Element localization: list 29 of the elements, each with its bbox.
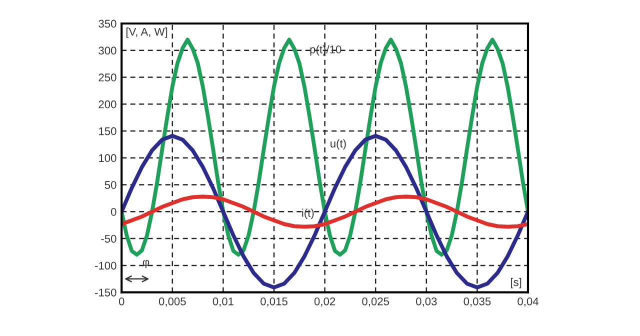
y-tick-label: -150	[94, 288, 116, 296]
y-tick-label: -100	[94, 262, 116, 270]
y-tick-label: 50	[104, 181, 116, 189]
annotation: [s]	[510, 278, 522, 288]
x-tick-label: 0,025	[362, 297, 390, 307]
x-tick-label: 0,02	[314, 297, 336, 307]
x-tick-label: 0,03	[416, 297, 437, 307]
series-label: i(t)	[302, 208, 314, 220]
x-tick-label: 0,01	[212, 297, 234, 307]
y-tick-label: -50	[101, 234, 116, 243]
x-tick-label: 0,04	[518, 297, 538, 307]
series-label: u(t)	[330, 139, 346, 150]
y-tick-label: 300	[98, 46, 116, 55]
line-series	[122, 38, 528, 257]
line-series	[122, 134, 528, 290]
y-tick-label: 250	[98, 74, 116, 82]
y-tick-label: 200	[98, 100, 116, 108]
annotation: [V, A, W]	[126, 28, 168, 38]
series-label: p(t)/10	[310, 45, 342, 56]
y-tick-label: 100	[99, 154, 116, 162]
y-tick-label: 0	[110, 208, 116, 216]
x-tick-label: 0,005	[158, 297, 186, 307]
x-tick-label: 0,015	[260, 297, 288, 307]
y-tick-label: 350	[98, 20, 116, 28]
annotation: φ	[142, 260, 150, 268]
x-tick-label: 0	[118, 297, 124, 306]
y-tick-label: 150	[99, 127, 116, 136]
line-series	[122, 194, 528, 229]
x-tick-label: 0,035	[464, 297, 491, 307]
